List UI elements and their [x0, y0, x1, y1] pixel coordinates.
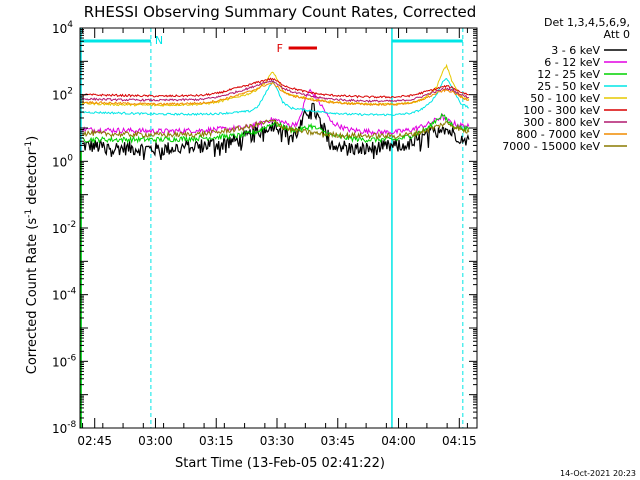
legend-entry-label: 50 - 100 keV	[530, 92, 600, 105]
legend-entry-label: 12 - 25 keV	[537, 68, 600, 81]
svg-text:Corrected Count Rate (s-1 dete: Corrected Count Rate (s-1 detector-1)	[24, 136, 40, 374]
series-line	[81, 63, 470, 107]
y-tick-label: 10-2	[52, 220, 76, 236]
y-tick-label: 10-6	[52, 353, 77, 369]
x-tick-label: 04:15	[442, 434, 477, 448]
legend-entry-label: 3 - 6 keV	[551, 44, 600, 57]
legend-entry-label: 25 - 50 keV	[537, 80, 600, 93]
x-axis-label: Start Time (13-Feb-05 02:41:22)	[175, 456, 385, 471]
flare-label: F	[277, 42, 283, 55]
x-tick-label: 03:30	[260, 434, 295, 448]
y-tick-label: 10-4	[52, 287, 77, 303]
date-stamp: 14-Oct-2021 20:23	[560, 469, 636, 478]
x-tick-label: 03:45	[320, 434, 355, 448]
chart-title: RHESSI Observing Summary Count Rates, Co…	[84, 3, 477, 21]
series-line	[81, 88, 470, 136]
x-tick-label: 02:45	[77, 434, 112, 448]
y-tick-label: 100	[52, 153, 73, 169]
legend-entry-label: 800 - 7000 keV	[516, 128, 600, 141]
legend-entry-label: 100 - 300 keV	[523, 104, 600, 117]
night-label: N	[155, 34, 163, 47]
x-tick-label: 03:15	[199, 434, 234, 448]
series-line	[81, 77, 469, 99]
x-tick-label: 03:00	[138, 434, 173, 448]
series-line	[81, 79, 469, 103]
y-tick-label: 104	[52, 20, 73, 36]
x-tick-label: 04:00	[381, 434, 416, 448]
plot-area: N F 104 102 100 10-2 10-4 10-6 10-802:45 03:00 03:…	[52, 20, 478, 448]
y-tick-label: 10-8	[52, 420, 77, 436]
y-axis-label: Corrected Count Rate (s-1 detector-1)	[24, 136, 40, 374]
series-line	[81, 81, 469, 107]
series-group	[81, 63, 470, 161]
legend-entry-label: 300 - 800 keV	[523, 116, 600, 129]
legend-entry-label: 7000 - 15000 keV	[502, 140, 600, 153]
series-line	[81, 102, 470, 161]
series-line	[81, 119, 470, 140]
y-tick-label: 102	[52, 87, 73, 103]
legend-entry-label: 6 - 12 keV	[544, 56, 600, 69]
legend-header: Att 0	[604, 28, 630, 41]
legend-header: Det 1,3,4,5,6,9,	[544, 16, 630, 29]
